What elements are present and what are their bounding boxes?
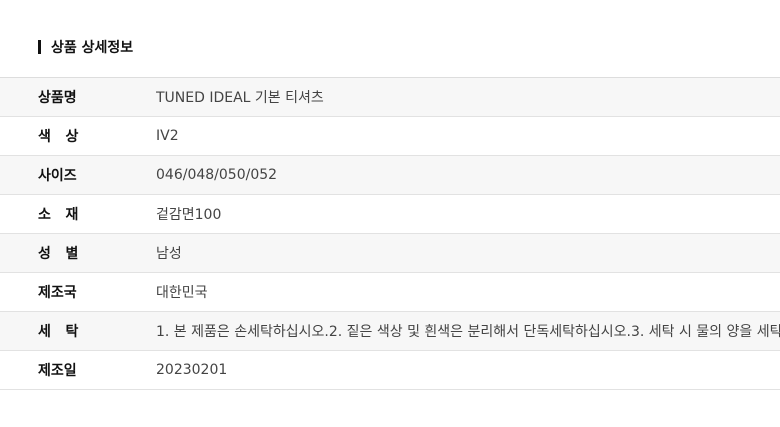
title-bar-accent [38, 40, 41, 54]
section-title-text: 상품 상세정보 [51, 40, 134, 56]
table-row-material: 소 재 겉감면100 [0, 195, 780, 234]
row-label: 상품명 [38, 90, 77, 106]
table-row-size: 사이즈 046/048/050/052 [0, 156, 780, 195]
row-value: TUNED IDEAL 기본 티셔츠 [156, 90, 324, 106]
row-value: 046/048/050/052 [156, 167, 278, 183]
table-row-color: 색 상 IV2 [0, 117, 780, 156]
product-detail-table: 상품명 TUNED IDEAL 기본 티셔츠 색 상 IV2 사이즈 046/048/… [0, 77, 780, 390]
table-row-manufacture-date: 제조일 20230201 [0, 351, 780, 390]
row-value: 겉감면100 [156, 207, 222, 223]
row-label: 성 별 [38, 246, 79, 262]
row-value: 1. 본 제품은 손세탁하십시오.2. 짙은 색상 및 흰색은 분리해서 단독세… [156, 324, 780, 340]
table-row-gender: 성 별 남성 [0, 234, 780, 273]
row-label: 색 상 [38, 129, 79, 145]
table-row-country: 제조국 대한민국 [0, 273, 780, 312]
row-label: 소 재 [38, 207, 79, 223]
row-label: 제조일 [38, 363, 77, 379]
row-value: IV2 [156, 128, 179, 144]
row-label: 제조국 [38, 285, 77, 301]
row-label: 세 탁 [38, 324, 79, 340]
row-value: 20230201 [156, 362, 228, 378]
table-row-product-name: 상품명 TUNED IDEAL 기본 티셔츠 [0, 78, 780, 117]
row-value: 대한민국 [156, 285, 208, 301]
row-value: 남성 [156, 246, 182, 262]
row-label: 사이즈 [38, 168, 77, 184]
table-row-washing: 세 탁 1. 본 제품은 손세탁하십시오.2. 짙은 색상 및 흰색은 분리해서 … [0, 312, 780, 351]
section-title: 상품 상세정보 [38, 37, 133, 57]
